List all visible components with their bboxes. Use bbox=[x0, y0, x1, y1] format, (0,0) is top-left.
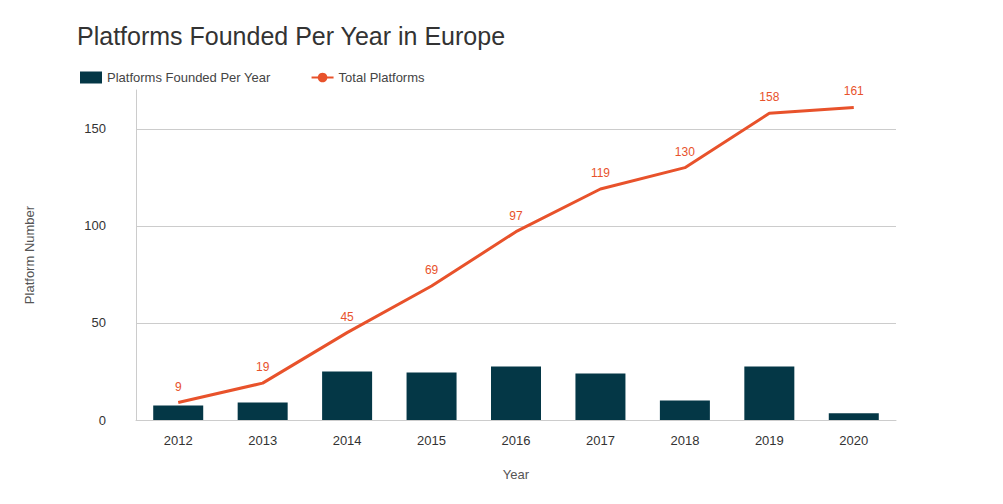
svg-text:2017: 2017 bbox=[586, 433, 615, 448]
svg-text:69: 69 bbox=[425, 263, 439, 277]
svg-text:2016: 2016 bbox=[502, 433, 531, 448]
svg-text:2014: 2014 bbox=[333, 433, 362, 448]
svg-text:158: 158 bbox=[759, 90, 779, 104]
svg-text:Year: Year bbox=[503, 467, 530, 482]
svg-text:Platform Number: Platform Number bbox=[22, 205, 37, 304]
svg-text:50: 50 bbox=[92, 315, 106, 330]
svg-text:2015: 2015 bbox=[417, 433, 446, 448]
svg-text:2018: 2018 bbox=[670, 433, 699, 448]
svg-text:119: 119 bbox=[591, 166, 610, 180]
svg-text:19: 19 bbox=[256, 360, 270, 374]
svg-text:2012: 2012 bbox=[164, 433, 193, 448]
svg-text:Total Platforms: Total Platforms bbox=[339, 70, 425, 85]
svg-text:2020: 2020 bbox=[839, 433, 868, 448]
svg-text:100: 100 bbox=[84, 218, 106, 233]
svg-text:45: 45 bbox=[340, 310, 354, 324]
svg-text:161: 161 bbox=[844, 84, 864, 98]
svg-text:2019: 2019 bbox=[755, 433, 784, 448]
svg-text:9: 9 bbox=[175, 380, 182, 394]
svg-text:2013: 2013 bbox=[248, 433, 277, 448]
svg-text:0: 0 bbox=[99, 413, 106, 428]
svg-text:Platforms Founded Per Year in: Platforms Founded Per Year in Europe bbox=[77, 22, 505, 50]
svg-text:97: 97 bbox=[509, 209, 523, 223]
svg-text:130: 130 bbox=[675, 145, 695, 159]
svg-text:Platforms Founded Per Year: Platforms Founded Per Year bbox=[107, 70, 271, 85]
svg-text:150: 150 bbox=[84, 121, 106, 136]
